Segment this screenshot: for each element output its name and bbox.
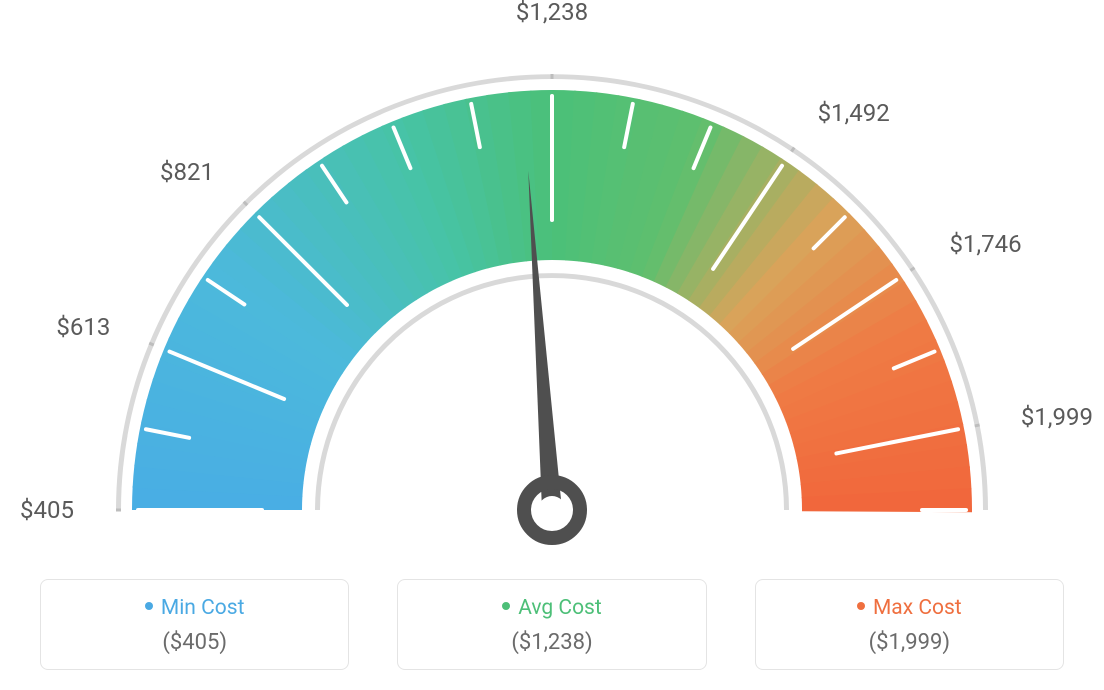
cost-gauge-chart: $405 $613 $821 $1,238 $1,492 $1,746 $1,999 Min… <box>0 0 1104 690</box>
legend-value-avg: ($1,238) <box>408 630 695 655</box>
legend-value-min: ($405) <box>51 630 338 655</box>
dot-icon <box>502 602 510 610</box>
legend-title-min: Min Cost <box>51 596 338 620</box>
dot-icon <box>145 602 153 610</box>
legend-label: Max Cost <box>873 596 962 620</box>
legend-label: Avg Cost <box>518 596 602 620</box>
gauge-tick-label: $1,238 <box>516 0 588 26</box>
legend-card-min: Min Cost ($405) <box>40 579 349 670</box>
gauge-svg <box>0 0 1104 560</box>
legend-card-max: Max Cost ($1,999) <box>755 579 1064 670</box>
gauge-tick-label: $1,492 <box>818 99 890 127</box>
gauge-tick-label: $613 <box>56 313 110 341</box>
gauge-tick-label: $1,999 <box>1021 403 1093 431</box>
gauge-area: $405 $613 $821 $1,238 $1,492 $1,746 $1,999 <box>0 0 1104 560</box>
legend-title-avg: Avg Cost <box>408 596 695 620</box>
gauge-tick-label: $821 <box>160 158 214 186</box>
dot-icon <box>857 602 865 610</box>
legend-row: Min Cost ($405) Avg Cost ($1,238) Max Co… <box>0 579 1104 670</box>
legend-card-avg: Avg Cost ($1,238) <box>397 579 706 670</box>
gauge-tick-label: $405 <box>20 496 74 524</box>
gauge-tick-label: $1,746 <box>949 230 1021 258</box>
legend-value-max: ($1,999) <box>766 630 1053 655</box>
legend-title-max: Max Cost <box>766 596 1053 620</box>
legend-label: Min Cost <box>161 596 245 620</box>
